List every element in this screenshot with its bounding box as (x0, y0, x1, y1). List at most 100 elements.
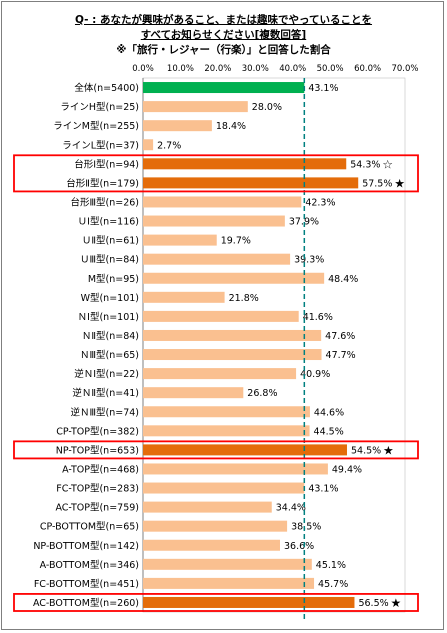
value-label: 2.7% (157, 140, 181, 151)
bar (143, 539, 280, 551)
category-label: ＵⅡ型(n=61) (82, 236, 139, 247)
value-label: 47.6% (325, 331, 355, 342)
value-label: 43.1% (308, 83, 338, 94)
category-label: AC-BOTTOM型(n=260) (33, 598, 139, 609)
x-tick-label: 50.0% (317, 64, 344, 74)
bar (143, 425, 310, 437)
bar (143, 215, 285, 227)
x-tick-label: 10.0% (167, 64, 194, 74)
value-label: 47.7% (326, 350, 356, 361)
value-label: 21.8% (229, 293, 259, 304)
category-label: NP-TOP型(n=653) (56, 445, 139, 456)
category-label: ＮⅠ型(n=101) (78, 312, 139, 323)
value-label: 28.0% (252, 102, 282, 113)
value-label: 41.6% (303, 312, 333, 323)
category-label: ラインM型(n=255) (53, 121, 139, 132)
value-label: 39.3% (294, 255, 324, 266)
value-label: 26.8% (247, 388, 277, 399)
bar (143, 349, 322, 361)
x-tick-label: 30.0% (242, 64, 269, 74)
value-label: 48.4% (328, 274, 358, 285)
bar (143, 101, 248, 113)
bar (143, 253, 291, 265)
value-label: 56.5% (358, 598, 388, 609)
value-label: 57.5% (362, 178, 392, 189)
bar (143, 177, 359, 189)
category-label: NP-BOTTOM型(n=142) (33, 541, 139, 552)
bar (143, 406, 310, 418)
star-mark: ★ (390, 596, 401, 610)
category-label: 台形Ⅲ型(n=26) (70, 196, 139, 208)
value-label: 49.4% (332, 464, 362, 475)
category-label: FC-BOTTOM型(n=451) (34, 579, 139, 590)
chart-title-line1: Q- : あなたが興味があること、または趣味でやっていることを (74, 14, 373, 26)
value-label: 54.5% (351, 445, 381, 456)
category-label: ＮⅢ型(n=65) (80, 350, 139, 361)
category-label: W型(n=101) (81, 293, 139, 304)
category-label: CP-TOP型(n=382) (56, 426, 139, 437)
value-label: 38.5% (291, 522, 321, 533)
x-tick-label: 60.0% (354, 64, 381, 74)
value-label: 44.6% (314, 407, 344, 418)
bar (143, 234, 217, 246)
category-label: ラインH型(n=25) (60, 102, 139, 113)
star-mark: ★ (383, 443, 394, 457)
value-label: 44.5% (314, 426, 344, 437)
bar (143, 501, 272, 513)
category-label: 逆ＮⅠ型(n=22) (74, 368, 139, 380)
value-label: 19.7% (221, 236, 251, 247)
category-label: 逆ＮⅡ型(n=41) (72, 387, 139, 399)
category-label: A-TOP型(n=468) (62, 464, 139, 475)
category-label: AC-TOP型(n=759) (55, 503, 139, 514)
value-label: 34.4% (276, 503, 306, 514)
value-label: 45.7% (318, 579, 348, 590)
bar (143, 272, 325, 284)
x-tick-label: 70.0% (391, 64, 418, 74)
bar (143, 558, 312, 570)
bar (143, 310, 299, 322)
bar (143, 520, 288, 532)
bar (143, 291, 225, 303)
bar (143, 482, 305, 494)
chart-title-line3: ※「旅行・レジャー（行楽）」と回答した割合 (116, 44, 331, 56)
category-label: ＵⅠ型(n=116) (78, 217, 139, 228)
value-label: 45.1% (316, 560, 346, 571)
bar (143, 577, 315, 589)
star-mark: ☆ (382, 157, 393, 171)
bar (143, 596, 355, 608)
category-label: 全体(n=5400) (74, 82, 139, 94)
bar (143, 387, 244, 399)
value-label: 18.4% (216, 121, 246, 132)
category-label: M型(n=95) (88, 274, 139, 285)
category-label: 台形Ⅰ型(n=94) (74, 158, 139, 170)
bar (143, 158, 347, 170)
x-tick-label: 20.0% (204, 64, 231, 74)
bar (143, 139, 154, 151)
chart-title-line2: すべてお知らせください[複数回答] (140, 29, 307, 41)
highlight-box (13, 593, 419, 612)
category-label: ラインL型(n=37) (62, 140, 139, 151)
value-label: 43.1% (308, 484, 338, 495)
x-tick-label: 40.0% (279, 64, 306, 74)
bar (143, 82, 305, 94)
bar (143, 368, 297, 380)
bar (143, 120, 212, 132)
bar (143, 463, 328, 475)
category-label: A-BOTTOM型(n=346) (40, 560, 139, 571)
category-label: ＵⅢ型(n=84) (80, 255, 139, 266)
bar (143, 196, 302, 208)
plot-area (142, 77, 406, 613)
value-label: 36.6% (284, 541, 314, 552)
bar (143, 444, 347, 456)
bar (143, 329, 322, 341)
highlight-box (13, 154, 419, 193)
star-mark: ★ (394, 176, 405, 190)
category-label: FC-TOP型(n=283) (56, 484, 139, 495)
value-label: 40.9% (300, 369, 330, 380)
category-label: CP-BOTTOM型(n=65) (40, 522, 139, 533)
category-label: ＮⅡ型(n=84) (82, 331, 139, 342)
value-label: 54.3% (350, 159, 380, 170)
x-tick-label: 0.0% (132, 64, 154, 74)
highlight-box (13, 440, 419, 460)
